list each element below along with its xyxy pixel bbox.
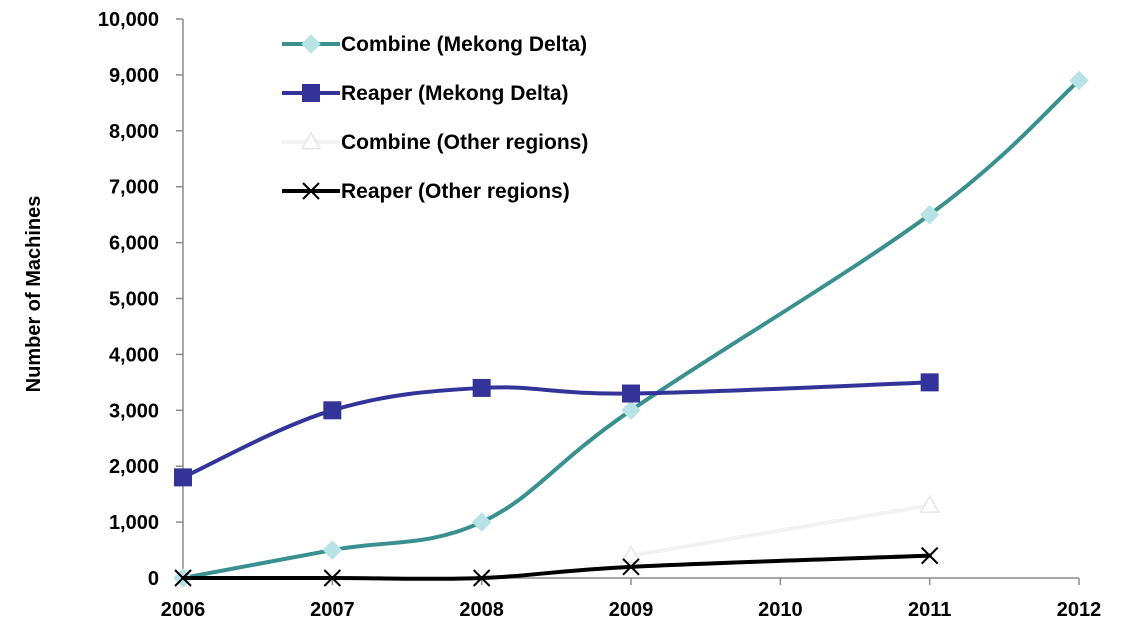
x-marker [323, 569, 342, 587]
x-marker [622, 558, 640, 576]
series-line [181, 380, 932, 480]
diamond-marker [322, 540, 343, 560]
x-tick-label: 2006 [161, 599, 206, 621]
y-tick-label: 7,000 [109, 177, 159, 199]
legend-item: Reaper (Other regions) [282, 180, 570, 203]
y-tick-label: 8,000 [109, 121, 159, 143]
series-line [181, 553, 932, 581]
series-3 [174, 546, 939, 587]
legend-label: Reaper (Other regions) [341, 180, 570, 203]
square-marker [622, 384, 640, 403]
legend: Combine (Mekong Delta) Reaper (Mekong Del… [282, 33, 588, 203]
y-tick-label: 1,000 [109, 512, 159, 534]
x-tick-label: 2010 [758, 599, 803, 621]
y-tick-label: 9,000 [109, 65, 159, 87]
series-lines [173, 70, 1089, 588]
legend-label: Reaper (Mekong Delta) [341, 82, 569, 105]
y-tick-label: 10,000 [98, 9, 159, 31]
series-line [629, 503, 932, 558]
series-2 [620, 494, 940, 564]
y-axis-title: Number of Machines [23, 196, 45, 393]
square-marker [174, 468, 192, 487]
square-marker [920, 373, 939, 392]
diamond-marker [1069, 70, 1089, 91]
diamond-marker [919, 204, 940, 225]
axes: 0 1,000 2,000 3,000 4,000 5,000 6,000 7,000 8,00… [98, 9, 1101, 621]
y-tick-label: 6,000 [109, 233, 159, 255]
x-tick-label: 2008 [459, 599, 504, 621]
y-tick-label: 5,000 [109, 289, 159, 311]
series-1 [174, 373, 939, 487]
triangle-marker [300, 131, 322, 150]
x-tick-label: 2007 [310, 599, 355, 621]
x-marker [472, 569, 491, 587]
square-marker [323, 401, 342, 420]
x-tick-label: 2012 [1057, 599, 1102, 621]
y-tick-label: 4,000 [109, 344, 159, 366]
legend-item: Combine (Mekong Delta) [282, 33, 587, 56]
triangle-marker [620, 545, 642, 564]
series-line [181, 78, 1081, 580]
diamond-marker [301, 34, 321, 54]
x-marker [302, 182, 320, 200]
legend-item: Reaper (Mekong Delta) [282, 82, 569, 105]
diamond-marker [621, 400, 641, 421]
y-tick-label: 3,000 [109, 400, 159, 422]
triangle-marker [919, 494, 940, 513]
legend-label: Combine (Other regions) [341, 131, 588, 154]
square-marker [302, 84, 320, 102]
diamond-marker [471, 512, 492, 532]
legend-item: Combine (Other regions) [282, 131, 588, 154]
x-marker [920, 546, 939, 565]
x-marker [174, 569, 192, 587]
y-tick-label: 0 [148, 568, 159, 590]
y-tick-label: 2,000 [109, 456, 159, 478]
legend-label: Combine (Mekong Delta) [341, 33, 587, 56]
square-marker [472, 378, 491, 397]
x-tick-label: 2011 [908, 599, 951, 621]
x-tick-label: 2009 [609, 599, 654, 621]
